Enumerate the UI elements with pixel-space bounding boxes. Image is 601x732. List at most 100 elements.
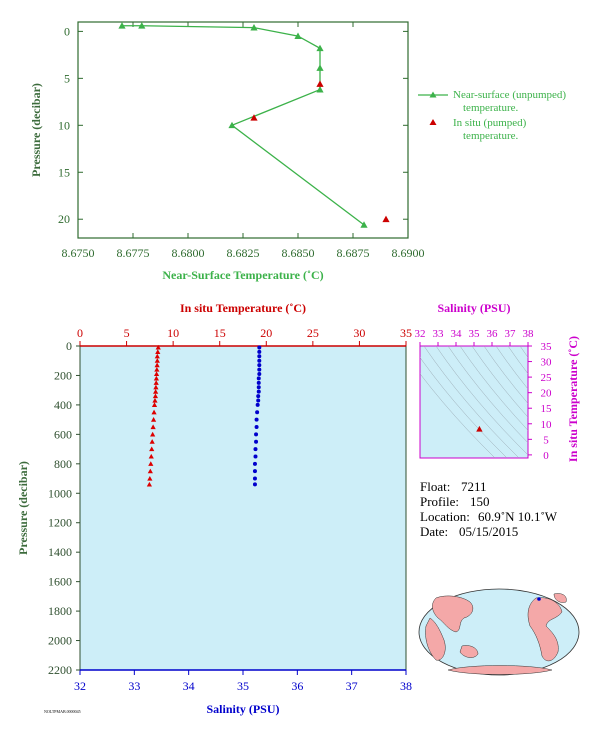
profile-chart: 0 5 10 15 20 25 30 35 32 33 34 35 36 37 38 0 200 400 600… bbox=[16, 301, 412, 716]
near-surface-y-tick-label: 0 bbox=[64, 24, 70, 38]
temperature-profile-point bbox=[154, 358, 160, 363]
near-surface-y-tick-label: 20 bbox=[58, 212, 70, 226]
ts-temperature-tick-label: 15 bbox=[541, 403, 553, 415]
legend-unpumped-marker bbox=[429, 91, 437, 98]
temperature-tick-label: 5 bbox=[124, 326, 130, 340]
salinity-tick-label: 34 bbox=[183, 679, 195, 693]
temperature-profile-point bbox=[154, 366, 160, 372]
legend-pumped-marker bbox=[429, 119, 437, 125]
temperature-profile-point bbox=[154, 353, 160, 359]
near-surface-unpumped-point bbox=[294, 32, 302, 39]
temperature-profile-point bbox=[147, 468, 153, 474]
temperature-profile-point bbox=[149, 446, 155, 452]
temperature-profile-point bbox=[147, 475, 153, 481]
near-surface-x-ticks: 8.6750 8.6775 8.6800 8.6825 8.6850 8.6875 8.69… bbox=[62, 22, 425, 260]
salinity-profile-point bbox=[257, 371, 262, 376]
temperature-profile-point bbox=[151, 409, 157, 415]
near-surface-chart: 8.6750 8.6775 8.6800 8.6825 8.6850 8.6875 8.69… bbox=[29, 21, 566, 282]
ts-density-contour bbox=[435, 346, 528, 456]
salinity-profile-point bbox=[252, 461, 257, 466]
ts-density-contour bbox=[471, 346, 528, 418]
map-land-antarctica bbox=[447, 665, 553, 675]
ts-salinity-ticks: 32 33 34 35 36 37 38 bbox=[415, 328, 534, 346]
temperature-profile-point bbox=[148, 461, 154, 466]
map-continents bbox=[425, 593, 567, 675]
ts-salinity-tick-label: 35 bbox=[469, 328, 481, 340]
near-surface-x-tick-label: 8.6800 bbox=[172, 246, 205, 260]
temperature-profile-point bbox=[152, 397, 158, 403]
location-label: Location: bbox=[420, 509, 470, 524]
pressure-tick-label: 1200 bbox=[48, 516, 72, 530]
near-surface-unpumped-point bbox=[316, 64, 324, 71]
near-surface-x-axis-label: Near-Surface Temperature (˚C) bbox=[162, 268, 323, 282]
pressure-tick-label: 2200 bbox=[48, 663, 72, 677]
profile-pressure-axis-label: Pressure (decibar) bbox=[16, 461, 30, 555]
temperature-tick-label: 0 bbox=[77, 326, 83, 340]
near-surface-plot-frame bbox=[77, 21, 409, 239]
temperature-profile-point bbox=[150, 417, 157, 422]
ts-temperature-tick-label: 10 bbox=[541, 419, 553, 431]
near-surface-y-ticks: 0 5 10 15 20 bbox=[58, 24, 408, 226]
ts-temperature-tick-label: 5 bbox=[543, 434, 549, 446]
salinity-profile-point bbox=[254, 432, 259, 437]
pressure-tick-label: 1600 bbox=[48, 575, 72, 589]
salinity-profile-point bbox=[257, 345, 262, 350]
map-float-location-marker bbox=[537, 597, 541, 601]
temperature-profile-point bbox=[149, 439, 155, 444]
legend-unpumped-label-line2: temperature. bbox=[463, 102, 519, 114]
temperature-tick-label: 30 bbox=[353, 326, 365, 340]
float-label: Float: bbox=[420, 479, 450, 494]
near-surface-unpumped-point bbox=[118, 22, 126, 29]
pressure-tick-label: 600 bbox=[54, 427, 72, 441]
ts-salinity-tick-label: 32 bbox=[415, 328, 426, 340]
temperature-profile-point bbox=[153, 371, 160, 377]
profile-value: 150 bbox=[470, 494, 490, 509]
salinity-tick-label: 37 bbox=[346, 679, 358, 693]
salinity-profile-point bbox=[257, 354, 262, 359]
date-value: 05/15/2015 bbox=[459, 524, 518, 539]
ts-salinity-tick-label: 36 bbox=[487, 328, 499, 340]
pressure-tick-label: 1800 bbox=[48, 604, 72, 618]
ts-temperature-tick-label: 0 bbox=[543, 450, 549, 462]
temperature-tick-label: 35 bbox=[400, 326, 412, 340]
temperature-profile-point bbox=[151, 402, 158, 407]
legend-pumped-label-line1: In situ (pumped) bbox=[453, 117, 527, 129]
near-surface-pumped-point bbox=[316, 80, 324, 87]
ts-temperature-tick-label: 20 bbox=[541, 388, 553, 400]
pressure-tick-label: 0 bbox=[66, 339, 72, 353]
near-surface-x-tick-label: 8.6850 bbox=[282, 246, 315, 260]
near-surface-unpumped-point bbox=[228, 121, 236, 129]
pressure-tick-label: 400 bbox=[54, 398, 72, 412]
float-value: 7211 bbox=[461, 479, 487, 494]
near-surface-y-tick-label: 10 bbox=[58, 118, 70, 132]
salinity-profile-point bbox=[257, 349, 262, 354]
map-land-africa-asia bbox=[425, 617, 446, 661]
temperature-tick-label: 15 bbox=[214, 326, 226, 340]
temperature-profile-point bbox=[150, 424, 156, 430]
near-surface-y-tick-label: 5 bbox=[64, 71, 70, 85]
near-surface-x-tick-label: 8.6750 bbox=[62, 246, 95, 260]
salinity-profile-point bbox=[253, 454, 258, 459]
salinity-profile-point bbox=[254, 439, 259, 444]
ts-temperature-axis-label: In situ Temperature (˚C) bbox=[566, 336, 580, 462]
salinity-tick-label: 35 bbox=[237, 679, 249, 693]
salinity-profile-point bbox=[256, 376, 261, 381]
ts-density-contour bbox=[420, 357, 508, 458]
salinity-profile-point bbox=[256, 398, 261, 403]
ts-plot-area bbox=[419, 345, 529, 459]
temperature-axis-ticks: 0 5 10 15 20 25 30 35 bbox=[77, 326, 412, 346]
salinity-profile-point bbox=[256, 380, 261, 385]
pressure-tick-label: 200 bbox=[54, 368, 72, 382]
map-land-americas bbox=[527, 597, 563, 662]
temperature-profile-point bbox=[155, 344, 161, 350]
salinity-profile-point bbox=[252, 469, 257, 474]
temperature-tick-label: 25 bbox=[307, 326, 319, 340]
near-surface-unpumped-point bbox=[316, 86, 324, 93]
salinity-profile-point bbox=[253, 447, 258, 452]
salinity-profile-point bbox=[257, 363, 262, 368]
ts-density-contour bbox=[495, 346, 528, 390]
salinity-profile-point bbox=[256, 389, 261, 394]
near-surface-x-tick-label: 8.6900 bbox=[392, 246, 425, 260]
temperature-profile-point bbox=[155, 349, 161, 354]
float-info: Float: 7211 Profile: 150 Location: 60.9˚… bbox=[420, 479, 558, 539]
